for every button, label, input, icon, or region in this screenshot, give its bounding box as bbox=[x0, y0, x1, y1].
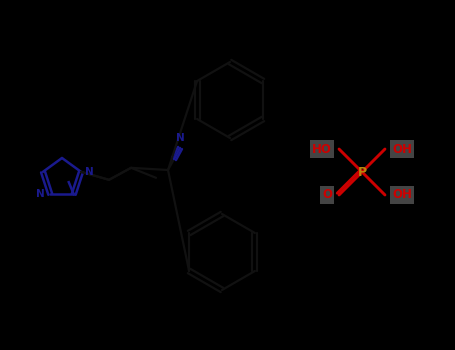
Text: N: N bbox=[176, 133, 184, 143]
Text: N: N bbox=[36, 189, 45, 199]
Text: N: N bbox=[85, 167, 94, 177]
Text: OH: OH bbox=[392, 188, 412, 202]
Text: O: O bbox=[322, 188, 332, 202]
Text: P: P bbox=[358, 166, 367, 178]
Text: HO: HO bbox=[312, 142, 332, 155]
Text: OH: OH bbox=[392, 142, 412, 155]
